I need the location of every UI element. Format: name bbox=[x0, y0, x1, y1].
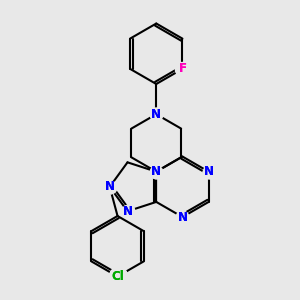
Text: N: N bbox=[151, 108, 161, 121]
Text: Cl: Cl bbox=[111, 270, 124, 283]
Text: N: N bbox=[122, 205, 133, 218]
Text: F: F bbox=[178, 62, 186, 75]
Text: N: N bbox=[204, 165, 214, 178]
Text: N: N bbox=[204, 165, 214, 178]
Text: N: N bbox=[105, 180, 115, 193]
Text: N: N bbox=[105, 180, 115, 193]
Text: N: N bbox=[151, 165, 161, 178]
Text: Cl: Cl bbox=[111, 270, 124, 283]
Text: N: N bbox=[151, 108, 161, 121]
Text: N: N bbox=[151, 165, 161, 178]
Text: N: N bbox=[177, 211, 188, 224]
Text: N: N bbox=[122, 205, 133, 218]
Text: N: N bbox=[177, 211, 188, 224]
Text: F: F bbox=[178, 62, 186, 75]
